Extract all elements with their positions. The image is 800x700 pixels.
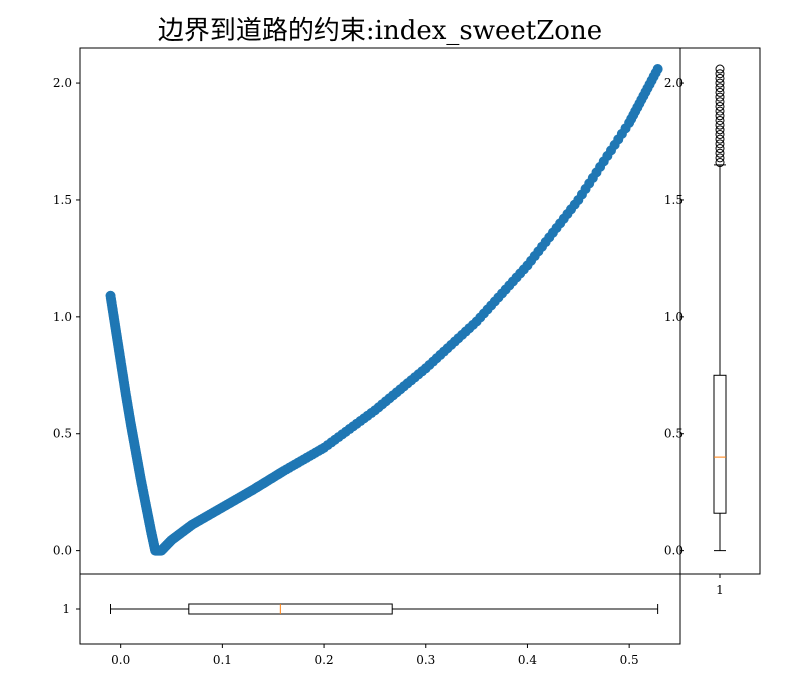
main-scatter-panel: 0.0 0.5 1.0 1.5 2.0 — [53, 47, 681, 575]
right-outlier — [715, 144, 725, 154]
bottom-category-label: 1 — [62, 602, 70, 616]
right-outlier — [715, 101, 725, 111]
y-tick-label: 0.0 — [53, 544, 72, 558]
right-outlier — [715, 97, 725, 107]
right-y-tick-label: 1.5 — [664, 193, 683, 207]
right-outlier — [715, 106, 725, 116]
right-outlier — [715, 153, 725, 163]
right-outlier — [715, 134, 725, 144]
right-outlier — [715, 92, 725, 102]
scatter-series — [105, 64, 663, 556]
right-outlier — [715, 158, 725, 168]
bottom-box — [188, 603, 393, 615]
right-boxplot-panel: 0.0 0.5 1.0 1.5 2.0 1 — [664, 47, 761, 597]
right-outlier — [715, 148, 725, 158]
right-outlier — [715, 120, 725, 130]
right-outlier — [715, 111, 725, 121]
right-box — [713, 374, 727, 514]
right-outlier — [715, 130, 725, 139]
right-outlier — [715, 83, 725, 93]
x-tick-label: 0.0 — [111, 653, 130, 667]
right-outlier — [715, 87, 725, 97]
right-y-tick-label: 1.0 — [664, 310, 683, 324]
x-tick-label: 0.1 — [213, 653, 232, 667]
right-outlier — [715, 125, 725, 135]
y-tick-label: 1.0 — [53, 310, 72, 324]
x-tick-label: 0.2 — [315, 653, 334, 667]
y-tick-label: 2.0 — [53, 76, 72, 90]
right-outlier — [715, 115, 725, 125]
right-category-label: 1 — [716, 583, 724, 597]
right-outlier — [715, 64, 725, 74]
right-y-tick-label: 2.0 — [664, 76, 683, 90]
right-outlier — [715, 139, 725, 149]
y-tick-label: 1.5 — [53, 193, 72, 207]
right-outlier — [715, 78, 725, 88]
y-tick-label: 0.5 — [53, 427, 72, 441]
main-axes-frame — [79, 47, 681, 575]
x-tick-label: 0.5 — [620, 653, 639, 667]
right-y-tick-label: 0.0 — [664, 544, 683, 558]
bottom-boxplot-panel: 0.0 0.1 0.2 0.3 0.4 0.5 1 — [62, 573, 681, 667]
x-tick-label: 0.3 — [416, 653, 435, 667]
right-outlier — [715, 73, 725, 83]
right-outlier — [715, 69, 725, 79]
x-tick-label: 0.4 — [518, 653, 537, 667]
scatter-point — [652, 64, 663, 75]
right-y-tick-label: 0.5 — [664, 427, 683, 441]
chart-title: 边界到道路的约束:index_sweetZone — [157, 16, 603, 46]
